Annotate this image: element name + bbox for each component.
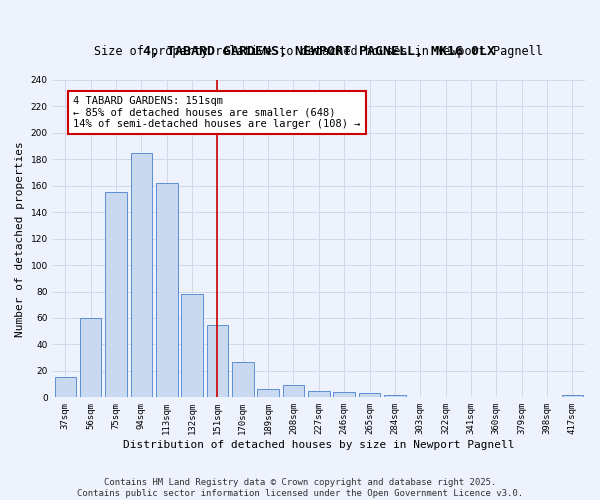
Bar	[206, 324, 228, 398]
Bar	[55, 378, 76, 398]
Bar	[334, 392, 355, 398]
Bar	[232, 362, 254, 398]
Bar	[359, 394, 380, 398]
Bar	[308, 390, 329, 398]
Bar	[562, 394, 583, 398]
Bar	[131, 152, 152, 398]
Bar	[80, 318, 101, 398]
Text: 4 TABARD GARDENS: 151sqm
← 85% of detached houses are smaller (648)
14% of semi-: 4 TABARD GARDENS: 151sqm ← 85% of detach…	[73, 96, 361, 129]
Bar	[181, 294, 203, 398]
Bar	[156, 183, 178, 398]
Bar	[283, 386, 304, 398]
Title: Size of property relative to detached houses in Newport Pagnell: Size of property relative to detached ho…	[94, 45, 543, 58]
Bar	[384, 394, 406, 398]
Text: 4, TABARD GARDENS, NEWPORT PAGNELL, MK16 0LX: 4, TABARD GARDENS, NEWPORT PAGNELL, MK16…	[143, 44, 495, 58]
X-axis label: Distribution of detached houses by size in Newport Pagnell: Distribution of detached houses by size …	[123, 440, 515, 450]
Text: Contains HM Land Registry data © Crown copyright and database right 2025.
Contai: Contains HM Land Registry data © Crown c…	[77, 478, 523, 498]
Y-axis label: Number of detached properties: Number of detached properties	[15, 141, 25, 336]
Bar	[257, 390, 279, 398]
Bar	[105, 192, 127, 398]
